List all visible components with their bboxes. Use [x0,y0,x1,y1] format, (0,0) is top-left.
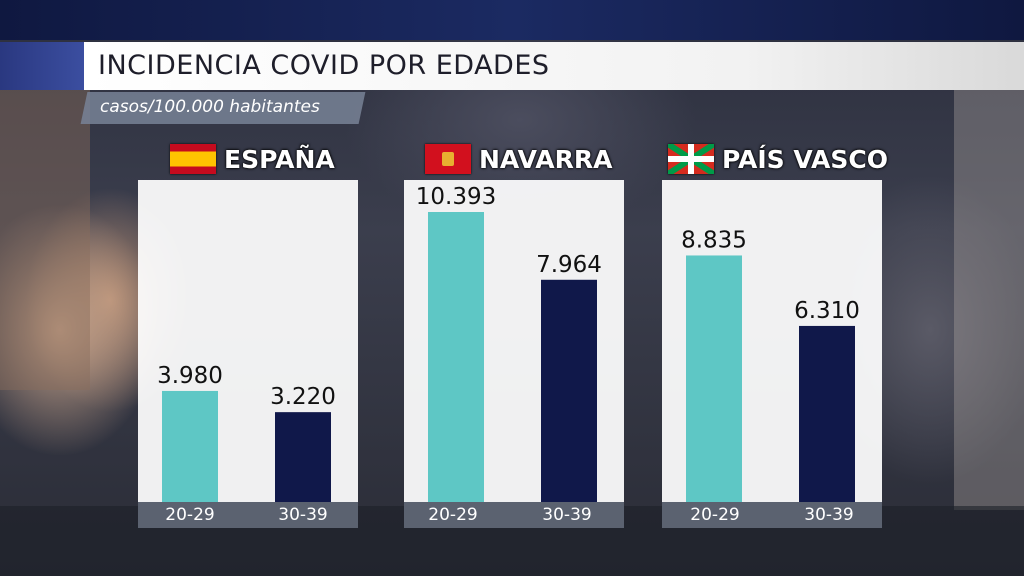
tick-label: 30-39 [804,505,854,525]
basque-flag-icon [668,144,714,174]
bar-espana-20-29 [162,390,218,502]
data-label-navarra-20-29: 10.393 [416,184,496,210]
tick-label: 30-39 [278,505,328,525]
chart-subtitle: casos/100.000 habitantes [100,97,320,117]
axis-strip-pais-vasco [662,502,882,528]
data-label-pais-vasco-20-29: 8.835 [681,227,747,253]
bar-pais-vasco-30-39 [799,325,855,502]
spain-flag-icon [170,144,216,174]
data-label-navarra-30-39: 7.964 [536,252,602,278]
top-banner [0,0,1024,40]
title-strip: INCIDENCIA COVID POR EDADES [0,42,1024,90]
panel-title-pais-vasco: PAÍS VASCO [668,143,888,175]
bar-pais-vasco-20-29 [686,255,742,502]
axis-strip-navarra [404,502,624,528]
navarra-flag-icon [425,144,471,174]
panel-title-navarra: NAVARRA [425,143,612,175]
axis-strip-espana [138,502,358,528]
tick-label: 20-29 [165,505,215,525]
panel-title-espana: ESPAÑA [170,143,335,175]
data-label-pais-vasco-30-39: 6.310 [794,298,860,324]
tick-label: 30-39 [542,505,592,525]
panel-label-pais-vasco: PAÍS VASCO [722,144,888,174]
tick-label: 20-29 [690,505,740,525]
tick-label: 20-29 [428,505,478,525]
bar-navarra-20-29 [428,212,484,502]
panel-label-espana: ESPAÑA [224,144,335,174]
chart-title: INCIDENCIA COVID POR EDADES [98,50,550,81]
bar-navarra-30-39 [541,279,597,502]
data-label-espana-30-39: 3.220 [270,384,336,410]
bar-espana-30-39 [275,412,331,502]
panel-label-navarra: NAVARRA [479,144,613,174]
data-label-espana-20-29: 3.980 [157,363,223,389]
